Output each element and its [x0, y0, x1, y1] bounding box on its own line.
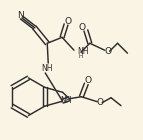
Text: N: N: [17, 11, 24, 20]
Text: O: O: [97, 98, 104, 107]
Text: O: O: [64, 17, 72, 26]
Text: H: H: [79, 54, 83, 59]
Text: NH: NH: [60, 96, 71, 105]
Text: O: O: [104, 47, 111, 56]
Text: O: O: [85, 76, 92, 85]
Text: NH: NH: [41, 64, 53, 73]
Text: NH: NH: [77, 47, 89, 56]
Text: O: O: [78, 23, 86, 32]
